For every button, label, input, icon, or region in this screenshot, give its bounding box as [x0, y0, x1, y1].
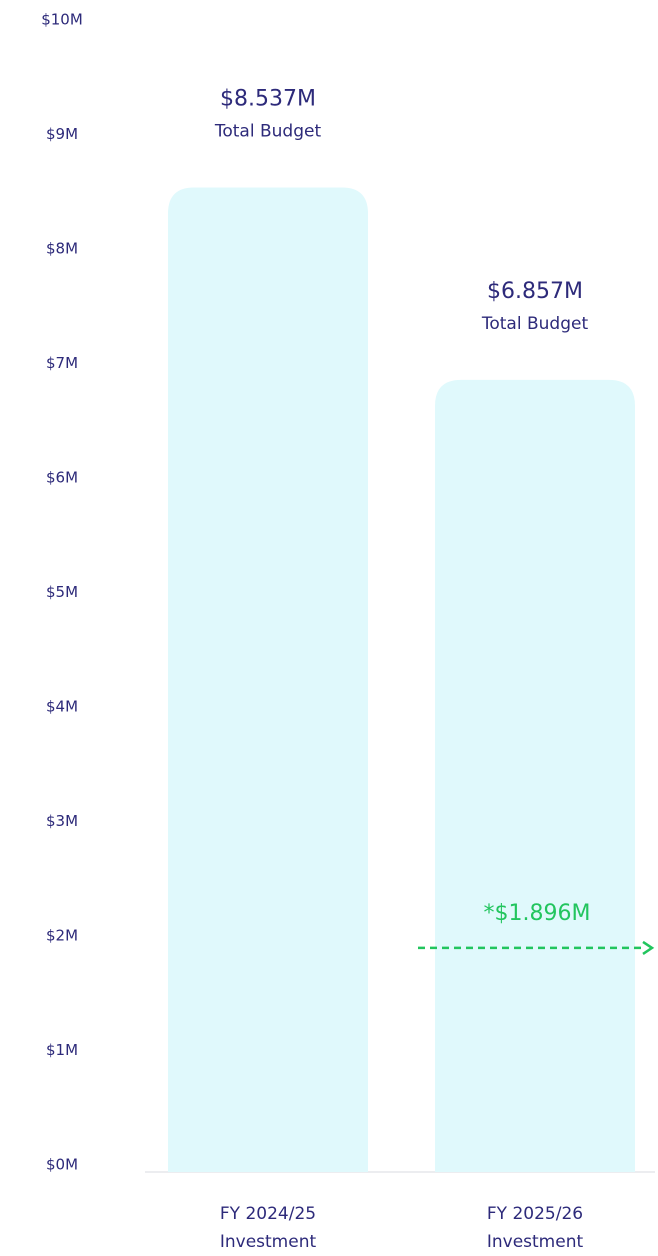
- y-tick-label: $9M: [46, 125, 78, 143]
- y-tick-label: $3M: [46, 812, 78, 830]
- x-tick-label: FY 2024/25 Investment: [219, 1204, 317, 1252]
- y-tick-label: $0M: [46, 1156, 78, 1174]
- y-tick-label: $10M: [41, 11, 83, 29]
- value-sublabel: Total Budget: [214, 122, 322, 142]
- x-tick-label: FY 2025/26 Investment: [486, 1204, 584, 1252]
- y-tick-label: $2M: [46, 927, 78, 945]
- arrow-head: [642, 940, 655, 955]
- y-tick-label: $5M: [46, 583, 78, 601]
- bar: [435, 379, 635, 1172]
- y-tick-label: $4M: [46, 698, 78, 716]
- y-tick-label: $1M: [46, 1041, 78, 1059]
- value-label: $8.537M: [220, 87, 316, 112]
- value-label: $6.857M: [487, 279, 583, 304]
- value-sublabel: Total Budget: [481, 314, 589, 334]
- y-tick-label: $7M: [46, 354, 78, 372]
- bar: [168, 187, 368, 1173]
- y-tick-label: $8M: [46, 240, 78, 258]
- annotation-label: *$1.896M: [484, 901, 591, 926]
- y-tick-label: $6M: [46, 469, 78, 487]
